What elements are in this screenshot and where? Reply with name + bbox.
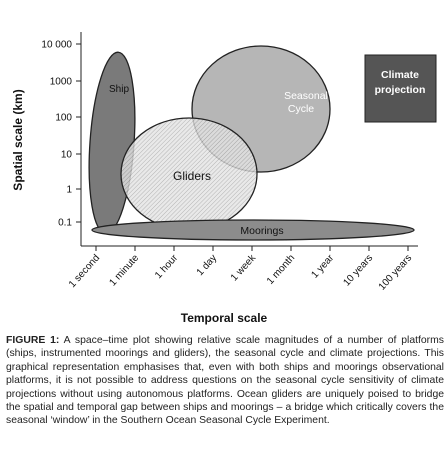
y-tick-label: 10 bbox=[61, 150, 73, 161]
x-axis-label: Temporal scale bbox=[181, 311, 268, 325]
x-tick-label: 1 hour bbox=[153, 252, 181, 281]
seasonal-label-line2: Cycle bbox=[288, 103, 314, 115]
moorings-label: Moorings bbox=[240, 225, 283, 237]
x-tick-label: 1 day bbox=[195, 253, 220, 279]
x-tick-label: 1 month bbox=[265, 253, 297, 287]
y-tick-label: 0.1 bbox=[58, 218, 72, 229]
caption-text: A space–time plot showing relative scale… bbox=[6, 335, 444, 427]
y-tick-label: 1000 bbox=[50, 77, 73, 88]
x-tick-label: 1 week bbox=[229, 252, 259, 284]
space-time-plot: 10 000 1000 100 10 1 0.1 1 second 1 minute 1 ho… bbox=[11, 32, 437, 325]
x-tick-label: 1 second bbox=[67, 253, 102, 291]
moorings-region bbox=[91, 219, 415, 241]
caption-label: FIGURE 1: bbox=[6, 335, 60, 346]
x-tick-label: 10 years bbox=[341, 253, 375, 289]
seasonal-label-line1: Seasonal bbox=[284, 90, 328, 102]
climate-projection-box bbox=[364, 54, 437, 123]
climate-label-line2: projection bbox=[375, 84, 426, 96]
climate-label-line1: Climate bbox=[381, 69, 419, 81]
x-tick-label: 100 years bbox=[377, 253, 415, 293]
ship-label: Ship bbox=[109, 84, 129, 95]
x-tick-label: 1 minute bbox=[107, 252, 141, 288]
y-axis-label: Spatial scale (km) bbox=[11, 89, 25, 190]
y-tick-label: 1 bbox=[66, 185, 72, 196]
y-tick-label: 10 000 bbox=[41, 40, 72, 51]
figure-caption: FIGURE 1: A space–time plot showing rela… bbox=[6, 334, 444, 428]
y-tick-label: 100 bbox=[55, 113, 72, 124]
gliders-label: Gliders bbox=[173, 169, 211, 183]
x-tick-label: 1 year bbox=[309, 252, 336, 281]
